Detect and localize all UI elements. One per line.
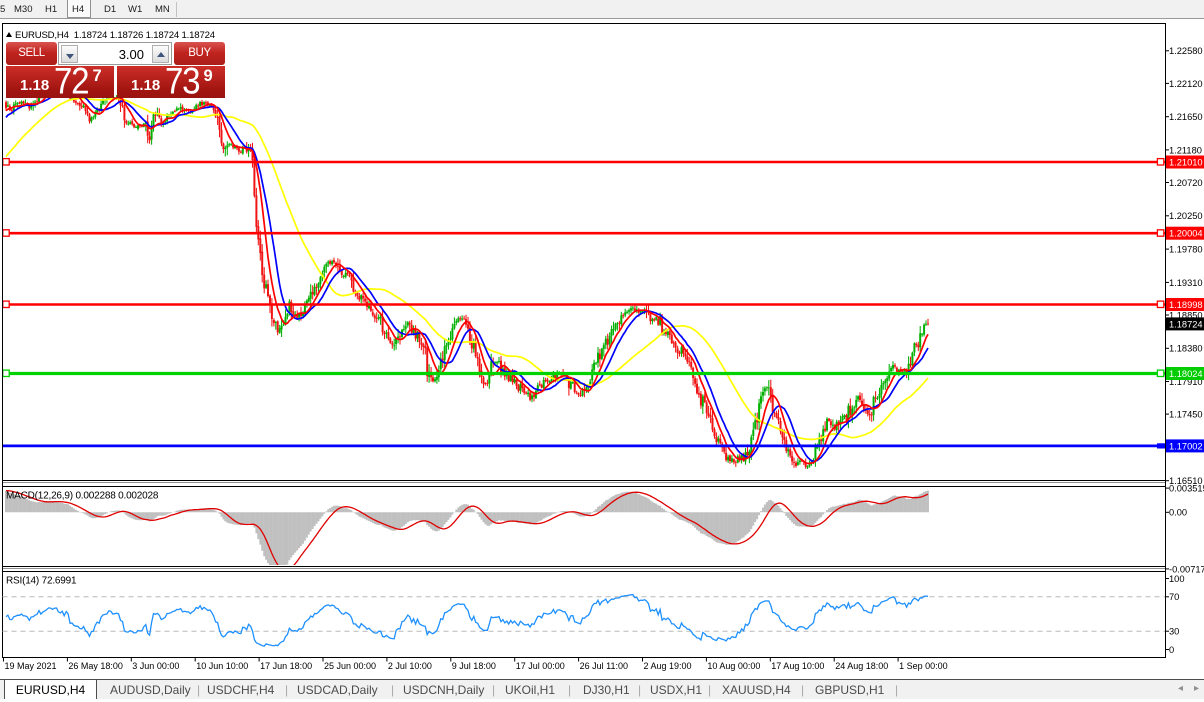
svg-text:1.21650: 1.21650 [1169, 112, 1203, 122]
svg-text:10 Aug 00:00: 10 Aug 00:00 [707, 661, 760, 671]
svg-text:1.18024: 1.18024 [1169, 369, 1203, 379]
svg-text:1.20250: 1.20250 [1169, 211, 1203, 221]
svg-text:17 Jul 00:00: 17 Jul 00:00 [516, 661, 565, 671]
svg-text:17 Aug 10:00: 17 Aug 10:00 [771, 661, 824, 671]
svg-text:3 Jun 00:00: 3 Jun 00:00 [132, 661, 179, 671]
svg-text:1.17002: 1.17002 [1169, 441, 1203, 451]
svg-text:-0.00717: -0.00717 [1169, 564, 1204, 574]
svg-text:1.19310: 1.19310 [1169, 278, 1203, 288]
svg-text:1.20004: 1.20004 [1169, 229, 1203, 239]
svg-text:1.18724: 1.18724 [1169, 319, 1203, 329]
svg-text:25 Jun 00:00: 25 Jun 00:00 [324, 661, 376, 671]
svg-text:17 Jun 18:00: 17 Jun 18:00 [260, 661, 312, 671]
svg-text:MACD(12,26,9) 0.002288 0.00202: MACD(12,26,9) 0.002288 0.002028 [6, 491, 159, 502]
svg-text:1.21010: 1.21010 [1169, 158, 1203, 168]
svg-text:9 Jul 18:00: 9 Jul 18:00 [452, 661, 496, 671]
svg-text:1 Sep 00:00: 1 Sep 00:00 [899, 661, 948, 671]
svg-text:1.19780: 1.19780 [1169, 245, 1203, 255]
svg-text:0: 0 [1169, 645, 1174, 655]
svg-text:2 Jul 10:00: 2 Jul 10:00 [388, 661, 432, 671]
svg-text:1.18380: 1.18380 [1169, 344, 1203, 354]
svg-text:1.17910: 1.17910 [1169, 377, 1203, 387]
svg-text:1.18998: 1.18998 [1169, 300, 1203, 310]
svg-text:26 May 18:00: 26 May 18:00 [68, 661, 123, 671]
svg-text:1.22580: 1.22580 [1169, 46, 1203, 56]
svg-text:0.003515: 0.003515 [1169, 484, 1204, 494]
svg-text:1.20720: 1.20720 [1169, 178, 1203, 188]
svg-text:1.22120: 1.22120 [1169, 79, 1203, 89]
svg-text:2 Aug 19:00: 2 Aug 19:00 [644, 661, 692, 671]
svg-text:1.18850: 1.18850 [1169, 310, 1203, 320]
svg-text:30: 30 [1169, 627, 1179, 637]
svg-text:RSI(14) 72.6991: RSI(14) 72.6991 [6, 576, 77, 587]
svg-text:1.16510: 1.16510 [1169, 476, 1203, 486]
svg-text:1.17450: 1.17450 [1169, 410, 1203, 420]
svg-text:0.00: 0.00 [1169, 508, 1187, 518]
svg-text:1.21180: 1.21180 [1169, 145, 1202, 155]
svg-text:19 May 2021: 19 May 2021 [5, 661, 57, 671]
svg-text:26 Jul 11:00: 26 Jul 11:00 [580, 661, 628, 671]
svg-text:10 Jun 10:00: 10 Jun 10:00 [196, 661, 248, 671]
svg-text:100: 100 [1169, 574, 1185, 584]
svg-text:24 Aug 18:00: 24 Aug 18:00 [835, 661, 888, 671]
svg-text:70: 70 [1169, 592, 1179, 602]
